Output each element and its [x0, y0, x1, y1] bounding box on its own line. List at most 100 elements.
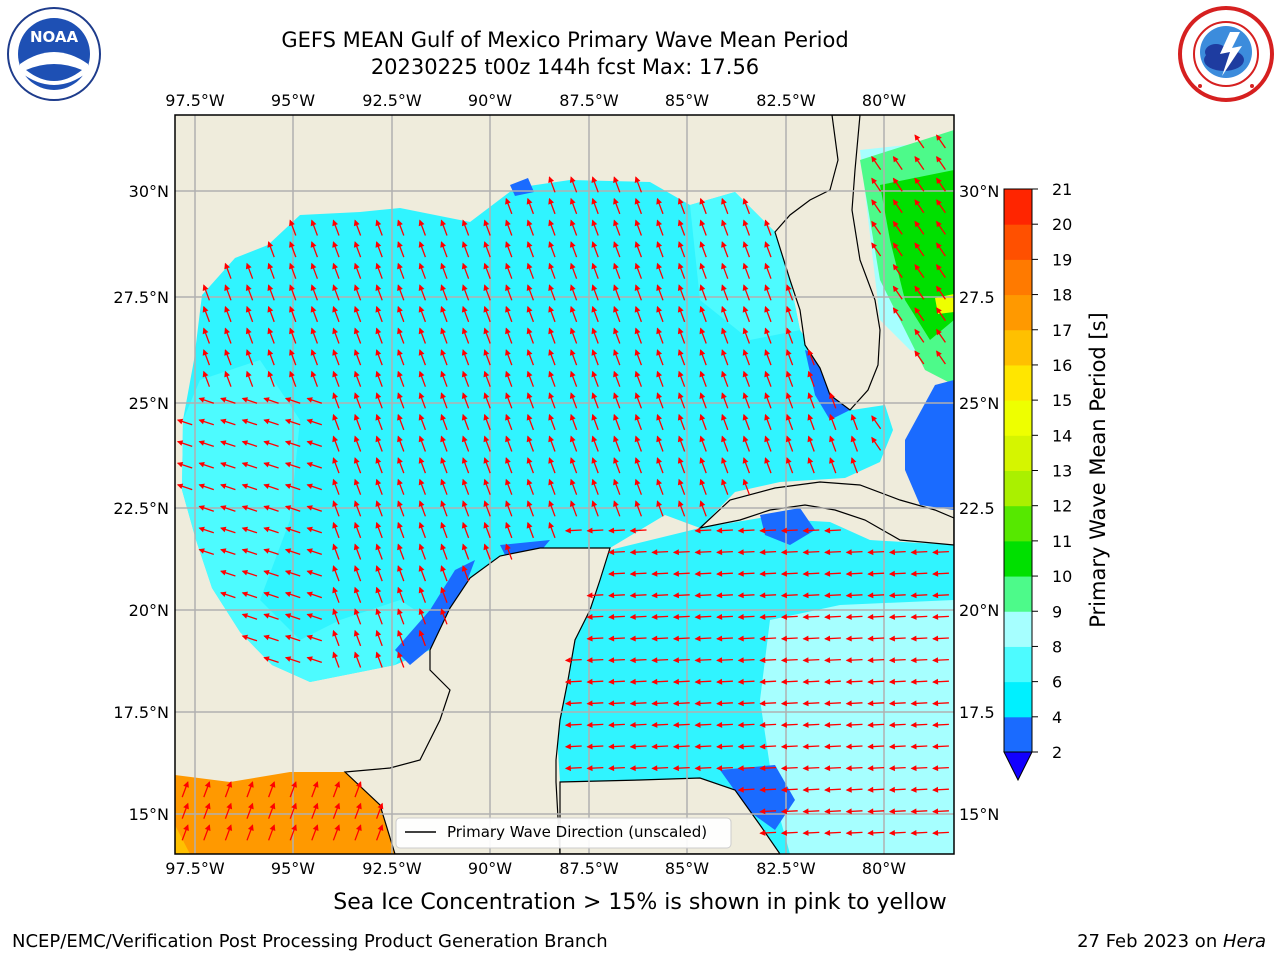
wave-arrow-head — [375, 284, 382, 291]
wave-arrow-head — [375, 565, 382, 572]
wave-arrow-head — [332, 392, 338, 399]
wave-arrow-head — [759, 657, 766, 664]
wave-arrow-head — [418, 262, 425, 270]
wave-arrow-head — [241, 418, 248, 425]
wave-arrow-head — [737, 527, 744, 534]
wave-arrow-head — [306, 483, 313, 489]
wave-arrow-head — [716, 527, 723, 534]
wave-arrow-head — [742, 370, 749, 378]
graticule — [175, 115, 954, 854]
colorbar-cell — [1004, 505, 1032, 542]
wave-arrow-head — [651, 700, 658, 707]
colorbar-cell — [1004, 294, 1032, 331]
wave-arrow-head — [353, 478, 360, 486]
wave-arrow-head — [483, 241, 490, 248]
wave-arrow-head — [289, 349, 295, 356]
wave-arrow-head — [677, 305, 684, 313]
wave-arrow-head — [353, 413, 360, 421]
wave-arrow-head — [737, 570, 744, 577]
wave-arrow-head — [267, 370, 274, 378]
wave-arrow-head — [353, 608, 360, 615]
noaa-logo-text: NOAA — [30, 28, 79, 46]
wave-arrow-head — [306, 591, 313, 597]
wave-arrow-head — [245, 305, 252, 313]
wave-arrow-head — [737, 700, 744, 707]
wave-arrow-head — [629, 592, 636, 599]
wave-arrow-head — [608, 743, 615, 750]
wave-arrow-head — [548, 457, 554, 464]
wave-arrow-head — [824, 635, 831, 642]
wave-arrow-head — [737, 657, 744, 664]
wave-arrow-head — [802, 743, 809, 750]
colorbar-cell — [1004, 189, 1032, 225]
wave-arrow-head — [591, 478, 598, 486]
wave-arrow-head — [505, 284, 511, 291]
wave-arrow-head — [418, 457, 425, 464]
colorbar-tick-label: 6 — [1052, 673, 1062, 692]
wave-arrow-head — [220, 526, 227, 533]
lon-labels-bottom: 97.5°W 95°W 92.5°W 90°W 87.5°W 85°W 82.5… — [165, 859, 906, 878]
wave-arrow-head — [892, 220, 899, 228]
wave-arrow-head — [785, 435, 792, 443]
wave-arrow-head — [742, 262, 749, 270]
wave-arrow-head — [306, 570, 313, 576]
wave-arrow-head — [548, 197, 554, 205]
wave-arrow-head — [721, 219, 727, 227]
wave-arrow-head — [591, 500, 598, 507]
colorbar-cell — [1004, 400, 1032, 436]
wave-arrow-head — [306, 440, 313, 446]
wave-arrow-head — [548, 176, 554, 183]
wave-arrow-head — [483, 349, 490, 356]
wave-arrow-head — [759, 570, 766, 577]
wave-arrow-head — [737, 678, 744, 685]
wave-arrow-head — [867, 700, 874, 707]
wave-arrow-head — [914, 285, 921, 293]
wave-arrow-head — [332, 543, 338, 551]
wave-arrow-head — [824, 570, 831, 577]
wave-arrow-head — [353, 305, 360, 313]
wave-arrow-head — [737, 743, 744, 750]
wave-arrow-head — [932, 592, 939, 599]
wave-arrow-head — [721, 435, 727, 443]
wave-arrow-head — [505, 305, 511, 313]
wave-arrow-head — [397, 392, 403, 399]
wave-arrow-head — [785, 392, 792, 399]
wave-arrow-head — [656, 392, 662, 399]
wave-arrow-head — [353, 457, 360, 464]
wave-arrow-head — [910, 549, 917, 556]
wave-arrow-head — [263, 440, 270, 446]
wave-arrow-head — [548, 241, 554, 248]
wave-arrow-head — [310, 284, 317, 291]
wave-arrow-head — [241, 397, 248, 403]
wave-arrow-head — [721, 197, 727, 205]
wave-arrow-head — [613, 500, 619, 507]
wave-arrow-head — [418, 608, 425, 615]
wave-arrow-head — [526, 219, 533, 227]
wave-arrow-head — [204, 781, 211, 788]
wave-arrow-head — [569, 219, 576, 227]
wave-arrow-head — [677, 262, 684, 270]
wave-arrow-head — [824, 592, 831, 599]
wave-arrow-head — [306, 418, 313, 425]
wave-arrow-head — [397, 565, 403, 572]
wave-arrow-head — [608, 614, 615, 620]
wave-arrow-head — [910, 786, 917, 793]
wave-arrow-head — [569, 500, 576, 507]
wave-arrow-head — [716, 614, 723, 620]
wave-arrow-head — [845, 743, 852, 750]
wave-arrow-head — [226, 802, 233, 810]
wave-arrow-head — [932, 743, 939, 750]
wave-arrow-head — [608, 765, 615, 772]
lat-label: 30°N — [129, 182, 169, 201]
wave-arrow-head — [591, 176, 598, 183]
wave-arrow-head — [656, 219, 662, 227]
wave-arrow-head — [289, 305, 295, 313]
wave-arrow-head — [418, 219, 425, 227]
wave-arrow-head — [759, 614, 766, 620]
colorbar-cell — [1004, 224, 1032, 260]
wave-arrow-head — [936, 134, 942, 141]
wave-arrow-head — [306, 505, 313, 511]
wave-arrow-head — [220, 505, 227, 511]
wave-arrow-head — [936, 350, 942, 357]
wave-arrow-head — [306, 656, 313, 662]
